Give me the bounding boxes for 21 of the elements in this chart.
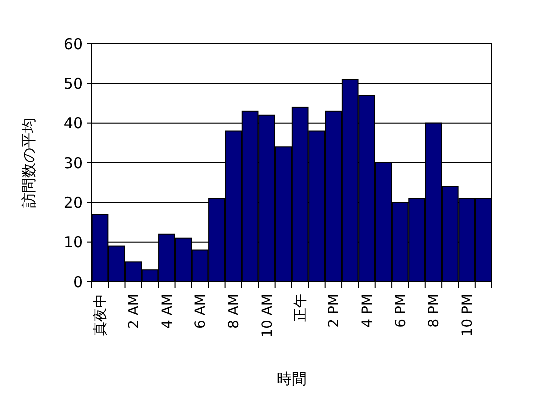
y-tick-label: 40 (64, 114, 83, 133)
x-tick-label: 正午 (293, 294, 310, 322)
y-tick-label: 30 (64, 154, 83, 172)
y-axis-title: 訪問数の平均 (20, 118, 38, 208)
x-tick-label: 10 PM (460, 294, 476, 337)
x-tick-label: 6 PM (393, 294, 410, 328)
y-tick-label: 10 (64, 234, 83, 252)
y-tick-label: 0 (73, 273, 83, 292)
x-tick-label: 4 AM (160, 294, 176, 330)
y-tick-label: 60 (64, 35, 83, 54)
x-tick-label: 4 PM (360, 294, 376, 328)
x-tick-label: 6 AM (193, 294, 210, 330)
y-tick-label: 50 (64, 74, 83, 93)
x-tick-label: 真夜中 (93, 294, 110, 336)
x-tick-label: 8 PM (426, 294, 443, 328)
x-tick-label: 2 AM (126, 294, 142, 330)
x-tick-label: 2 PM (326, 294, 343, 328)
x-axis-title: 時間 (277, 370, 307, 388)
x-tick-label: 10 AM (260, 294, 276, 338)
y-tick-label: 20 (64, 194, 83, 212)
x-tick-label: 8 AM (226, 294, 243, 330)
